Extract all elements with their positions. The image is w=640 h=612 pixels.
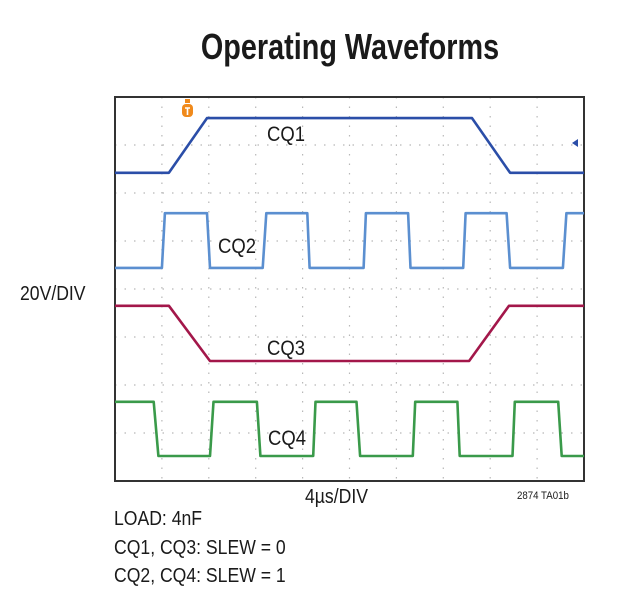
ground-arrow-icon — [572, 139, 578, 147]
series-label-cq1: CQ1 — [267, 123, 305, 146]
plot-frame — [114, 96, 585, 482]
y-axis-label: 20V/DIV — [20, 283, 86, 305]
waveform-cq4 — [115, 400, 584, 458]
trigger-tab-icon — [185, 99, 190, 103]
series-label-cq2: CQ2 — [218, 235, 256, 258]
waveform-cq3 — [115, 304, 584, 363]
waveform-cq2 — [115, 211, 584, 270]
note-slew-1: CQ2, CQ4: SLEW = 1 — [114, 565, 286, 587]
note-slew-0: CQ1, CQ3: SLEW = 0 — [114, 537, 286, 559]
figure-id: 2874 TA01b — [517, 490, 569, 502]
waveform-cq1 — [115, 116, 584, 175]
x-axis-label: 4µs/DIV — [305, 486, 368, 508]
series-label-cq4: CQ4 — [268, 427, 306, 450]
note-load: LOAD: 4nF — [114, 508, 203, 530]
series-label-cq3: CQ3 — [267, 337, 305, 360]
chart-title: Operating Waveforms — [200, 26, 500, 67]
trigger-t-glyph-icon — [185, 107, 190, 115]
